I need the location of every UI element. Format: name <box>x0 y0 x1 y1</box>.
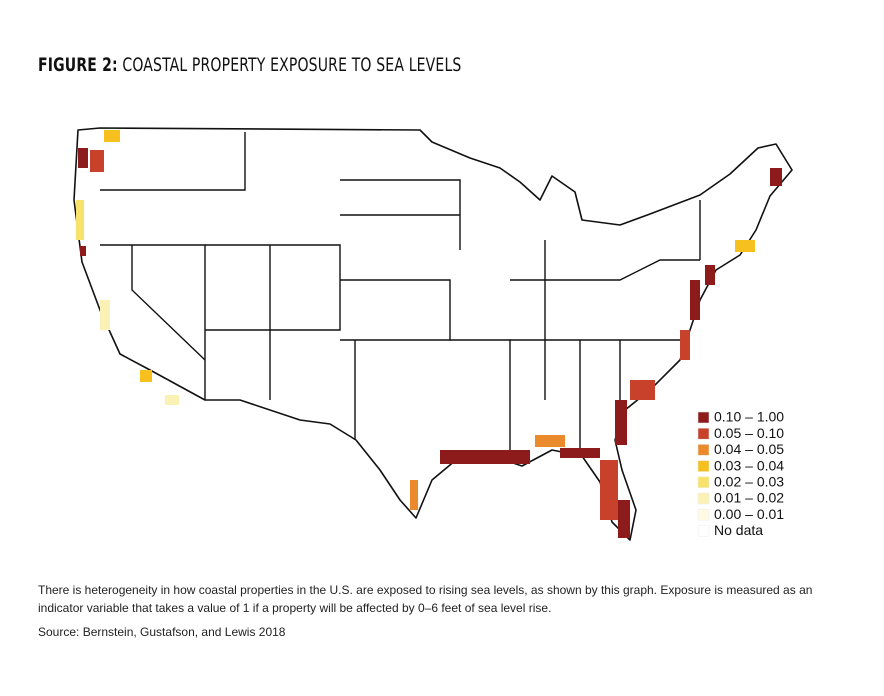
state-borders <box>100 132 701 460</box>
legend-label: 0.10 – 1.00 <box>714 409 784 425</box>
legend-label: No data <box>714 522 763 538</box>
legend-swatch <box>697 411 710 424</box>
legend: 0.10 – 1.000.05 – 0.100.04 – 0.050.03 – … <box>697 409 784 538</box>
title-text: COASTAL PROPERTY EXPOSURE TO SEA LEVELS <box>122 54 462 76</box>
legend-label: 0.04 – 0.05 <box>714 441 784 457</box>
legend-swatch <box>697 492 710 505</box>
legend-swatch <box>697 444 710 456</box>
source: Source: Bernstein, Gustafson, and Lewis … <box>38 625 286 639</box>
legend-label: 0.05 – 0.10 <box>714 425 784 441</box>
legend-label: 0.03 – 0.04 <box>714 457 784 473</box>
legend-swatch <box>697 460 710 472</box>
legend-label: 0.00 – 0.01 <box>714 506 784 522</box>
figure-title: FIGURE 2: COASTAL PROPERTY EXPOSURE TO S… <box>38 54 461 76</box>
legend-swatch <box>697 525 710 537</box>
legend-label: 0.01 – 0.02 <box>714 490 784 506</box>
legend-swatch <box>697 427 710 440</box>
legend-swatch <box>697 508 710 521</box>
legend-swatch <box>697 476 710 489</box>
legend-label: 0.02 – 0.03 <box>714 474 784 490</box>
figure-number: FIGURE 2: <box>38 54 118 76</box>
coastal-exposure <box>76 130 782 538</box>
caption: There is heterogeneity in how coastal pr… <box>38 583 813 615</box>
